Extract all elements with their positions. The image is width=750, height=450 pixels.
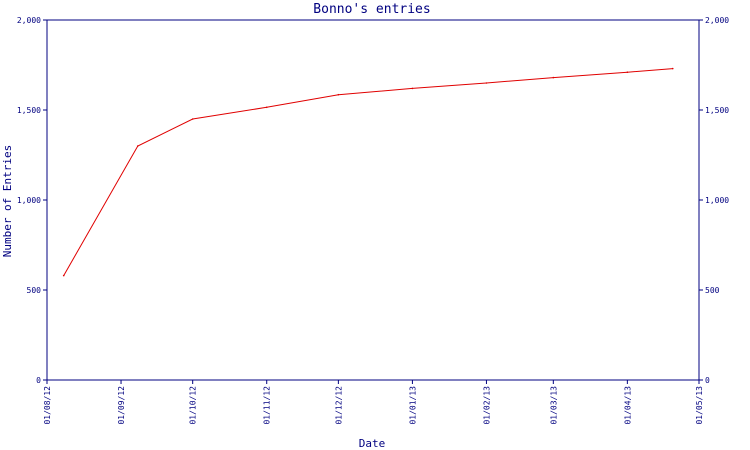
data-point [62,274,65,277]
y-axis-title: Number of Entries [1,145,14,258]
x-tick-label: 01/10/12 [189,386,198,425]
y-tick-label-left: 1,000 [17,196,41,205]
x-tick-label: 01/02/13 [482,386,491,425]
x-tick-label: 01/04/13 [623,386,632,425]
y-tick-label-right: 0 [705,376,710,385]
series-layer [62,67,674,277]
y-tick-label-right: 1,500 [705,106,729,115]
y-tick-label-right: 1,000 [705,196,729,205]
data-point [136,145,139,147]
x-tick-label: 01/03/13 [549,386,558,425]
y-ticks-right: 0 500 1,000 1,500 2,000 [699,16,729,385]
y-ticks-left: 0 500 1,000 1,500 2,000 [17,16,47,385]
chart-title: Bonno's entries [313,2,430,17]
x-ticks: 01/08/12 01/09/12 01/10/12 01/11/12 01/12/12… [43,380,704,425]
y-tick-label-right: 2,000 [705,16,729,25]
y-tick-label-left: 2,000 [17,16,41,25]
x-tick-label: 01/12/12 [334,386,343,425]
data-point [265,106,268,109]
x-axis-title: Date [359,437,386,450]
data-point [411,87,414,90]
data-point [191,118,194,120]
y-tick-label-right: 500 [705,286,720,295]
y-tick-label-left: 0 [36,376,41,385]
x-tick-label: 01/09/12 [117,386,126,425]
x-tick-label: 01/08/12 [43,386,52,425]
series-line [63,68,673,276]
y-tick-label-left: 500 [27,286,42,295]
data-point [485,82,488,84]
data-point [337,93,340,96]
x-tick-label: 01/05/13 [695,386,704,425]
data-point [626,71,629,73]
x-tick-label: 01/11/12 [263,386,272,425]
y-tick-label-left: 1,500 [17,106,41,115]
data-point [552,76,555,79]
x-tick-label: 01/01/13 [408,386,417,425]
data-point [671,67,674,70]
